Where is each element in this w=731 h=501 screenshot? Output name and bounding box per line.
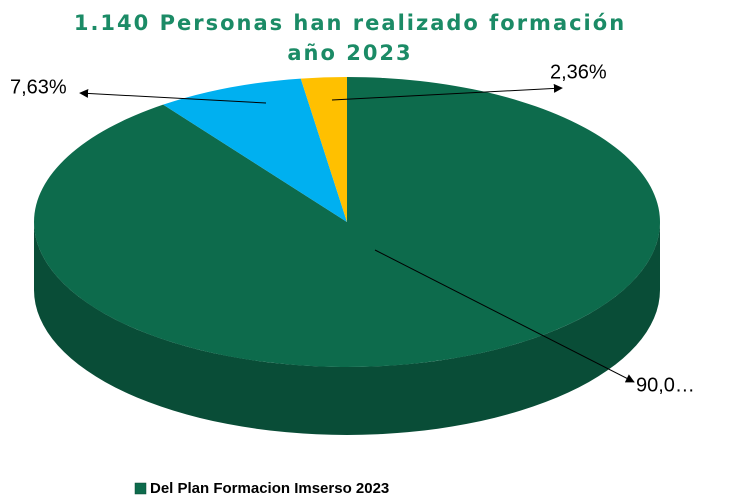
chart-title: 1.140 Personas han realizado formación a…: [73, 11, 627, 65]
leader-line: [331, 83, 563, 101]
leader-line: [79, 88, 267, 104]
slice-side: [34, 222, 660, 435]
data-label: 90,0…: [636, 374, 695, 396]
legend-swatch: [134, 482, 147, 495]
legend-label: Del Plan Formacion Imserso 2023: [150, 480, 389, 497]
slice: [34, 77, 661, 367]
leader-line: [374, 249, 635, 383]
data-label: 7,63%: [10, 76, 67, 98]
slice: [300, 77, 347, 222]
slice: [163, 78, 347, 222]
data-label: 2,36%: [550, 61, 607, 83]
